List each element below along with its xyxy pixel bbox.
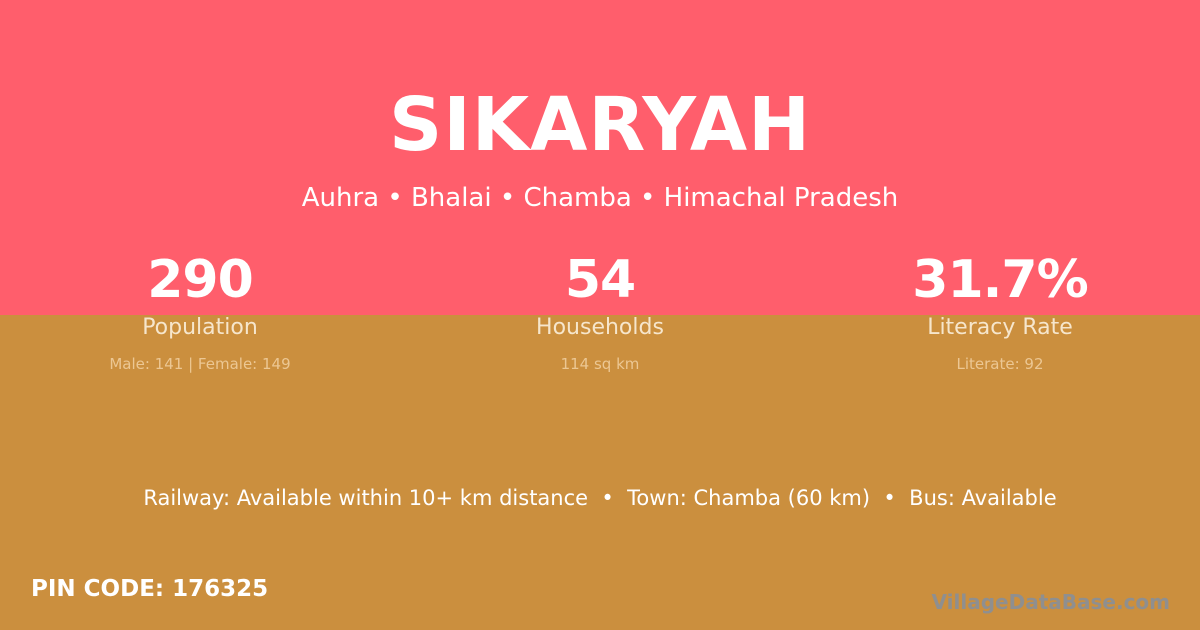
stat-label: Households	[536, 315, 664, 340]
stat-label: Population	[142, 315, 258, 340]
stat-value: 54	[564, 250, 636, 310]
village-location: Auhra • Bhalai • Chamba • Himachal Prade…	[301, 183, 899, 213]
stat-detail: Literate: 92	[956, 355, 1044, 373]
transport-info: Railway: Available within 10+ km distanc…	[143, 486, 1057, 510]
brand-watermark: VillageDataBase.com	[931, 590, 1170, 614]
stat-detail: 114 sq km	[560, 355, 640, 373]
stat-label: Literacy Rate	[927, 315, 1073, 340]
footer-band	[0, 315, 1200, 630]
pin-code: PIN CODE: 176325	[31, 576, 269, 602]
village-name: SIKARYAH	[388, 82, 812, 168]
stat-value: 31.7%	[912, 250, 1088, 310]
stat-detail: Male: 141 | Female: 149	[109, 355, 291, 373]
stat-value: 290	[147, 250, 254, 310]
header-band	[0, 0, 1200, 315]
